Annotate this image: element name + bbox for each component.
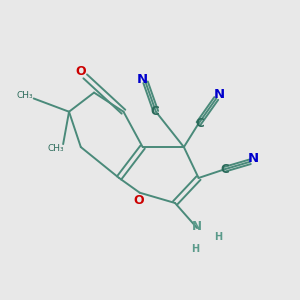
Text: N: N <box>214 88 225 100</box>
Text: C: C <box>221 163 230 176</box>
Text: H: H <box>214 232 222 242</box>
Text: O: O <box>133 194 143 207</box>
Text: C: C <box>150 105 159 118</box>
Text: CH₃: CH₃ <box>16 91 33 100</box>
Text: N: N <box>137 73 148 86</box>
Text: H: H <box>192 244 200 254</box>
Text: O: O <box>76 65 86 79</box>
Text: CH₃: CH₃ <box>47 144 64 153</box>
Text: N: N <box>248 152 259 165</box>
Text: C: C <box>196 117 204 130</box>
Text: N: N <box>192 220 202 233</box>
